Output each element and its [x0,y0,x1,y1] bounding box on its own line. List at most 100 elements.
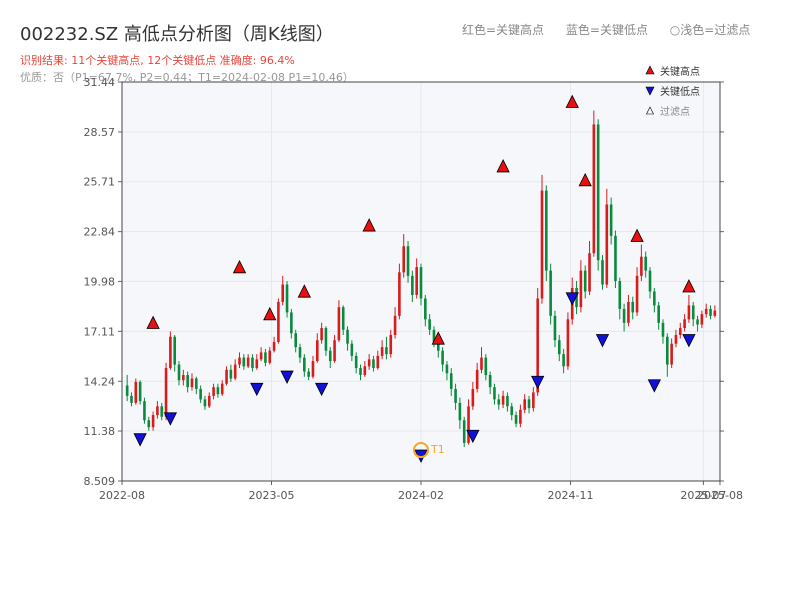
candle-body [523,399,527,410]
key-low-marker [595,334,610,348]
candle-body [592,124,596,254]
candle [562,348,565,374]
chart-title: 002232.SZ 高低点分析图（周K线图） [20,24,334,45]
candle [346,326,349,351]
candle-body [216,387,220,395]
candle [251,354,254,372]
candle [549,263,552,325]
candle [670,338,673,369]
candle [324,326,328,356]
candle [182,369,185,386]
candle-body [475,369,479,389]
y-tick-label: 19.98 [84,275,116,288]
candle [376,350,380,370]
candle-body [190,378,194,388]
top-legend-filtered: ○浅色=过滤点 [669,23,751,37]
candle [229,364,233,382]
y-tick-label: 8.509 [84,475,116,488]
candle [462,416,466,448]
candle [627,294,630,327]
key-high-marker [362,218,376,232]
candle-body [225,369,228,384]
candle-body [177,364,181,381]
candle [298,343,302,363]
candle-body [372,359,375,369]
candle-body [557,340,561,355]
candle [691,301,695,327]
candle-body [428,319,431,330]
candle-body [601,260,604,285]
candle-body [268,350,272,363]
candle [307,368,310,381]
candle [380,340,384,360]
candle [441,347,444,372]
candle [583,265,587,299]
candle [186,371,189,393]
candle [523,394,527,414]
candle [467,399,470,445]
candle-body [687,305,691,320]
top-legend-low: 蓝色=关键低点 [565,23,648,37]
candle-body [363,366,367,376]
candle-body [182,375,185,381]
candle [510,402,514,421]
candle-body [545,190,548,271]
candle-body [160,406,164,417]
candle [683,314,686,332]
y-tick-label: 17.11 [84,325,116,338]
candle-body [540,190,544,299]
candle [497,394,501,410]
candle-body [514,415,518,424]
candle-body [169,336,172,369]
candle-body [635,275,639,313]
candle [657,301,660,330]
legend-filtered-icon [646,106,654,115]
candle [272,336,276,353]
key-low-marker [565,292,579,306]
key-low-marker [682,334,696,348]
candle-body [272,341,276,351]
candle-body [532,392,535,409]
candle-body [285,284,289,313]
key-low-marker [133,433,147,447]
candle-body [674,334,678,344]
candle [661,319,665,344]
top-legend: 红色=关键高点 蓝色=关键低点 ○浅色=过滤点 [462,21,768,38]
x-tick-label: 2025-07 [680,489,726,502]
candle [225,366,228,386]
key-low-marker [647,379,661,393]
candle-body [657,305,660,323]
candle [631,296,635,320]
candle-body [631,301,635,313]
candle-body [661,322,665,337]
candle-body [666,336,669,365]
candle-body [424,298,427,320]
candle-body [346,329,349,344]
candle [601,254,604,290]
candle-body [648,270,652,292]
candle [147,416,151,431]
candle-body [415,267,418,295]
candle-body [212,387,215,396]
candle-body [670,343,673,365]
candle-body [696,319,699,325]
candle [696,315,699,332]
t1-marker [413,442,429,459]
plot-frame [121,81,721,482]
candle [320,322,323,344]
key-low-marker [314,382,329,397]
candle [303,354,306,377]
key-high-marker [682,279,696,293]
candle [259,347,263,362]
candle [233,359,237,381]
candle-body [264,352,267,363]
candle-body [156,406,159,416]
top-legend-high: 红色=关键高点 [462,23,545,37]
candle [277,298,280,344]
candle [138,380,142,405]
candle-body [186,375,189,388]
candle [540,174,544,304]
candle [471,381,475,410]
candle-body [588,253,591,292]
candle-body [432,329,436,342]
